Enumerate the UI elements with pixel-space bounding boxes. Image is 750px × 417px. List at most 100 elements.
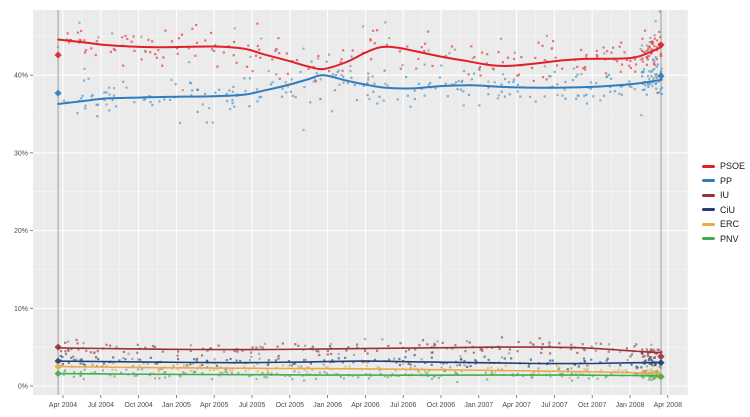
x-tick-label: Oct 2004 [124, 402, 153, 409]
poll-point-PSOE [602, 46, 605, 49]
poll-point-CiU [549, 359, 552, 362]
y-tick-label: 10% [14, 306, 28, 313]
x-tick-label: Oct 2007 [578, 402, 607, 409]
poll-point-ERC [600, 369, 603, 372]
poll-point-ERC [402, 363, 405, 366]
poll-point-PP [203, 92, 207, 95]
poll-point-PNV [120, 371, 123, 374]
poll-point-CiU [59, 354, 62, 358]
poll-point-PP [142, 98, 145, 101]
poll-point-PSOE [641, 57, 644, 60]
poll-point-PP [589, 81, 593, 84]
poll-point-IU [151, 345, 155, 348]
poll-point-PP [287, 85, 290, 88]
poll-point-ERC [287, 365, 290, 368]
election-result-diamond-IU [657, 352, 665, 361]
poll-point-IU [387, 344, 390, 348]
poll-point-PP [645, 93, 648, 96]
poll-point-PSOE [195, 41, 198, 44]
legend-swatch-CiU [702, 208, 715, 212]
poll-point-ERC [137, 368, 140, 371]
poll-point-PSOE [94, 53, 97, 57]
poll-point-IU [364, 349, 367, 353]
poll-point-ERC [252, 365, 256, 368]
x-tick-label: Apr 2006 [351, 402, 380, 409]
poll-point-PP [87, 77, 90, 80]
poll-point-IU [76, 342, 79, 345]
poll-point-PP [189, 82, 192, 85]
poll-point-PP [368, 98, 371, 101]
poll-point-ERC [394, 369, 397, 372]
poll-point-PP [440, 64, 443, 67]
poll-point-PNV [456, 380, 459, 384]
poll-point-CiU [146, 362, 149, 365]
poll-point-PP [285, 91, 288, 94]
poll-point-IU [115, 345, 118, 348]
poll-point-CiU [229, 357, 232, 360]
poll-point-IU [67, 349, 70, 352]
poll-point-PSOE [376, 29, 379, 32]
poll-point-PNV [154, 377, 157, 380]
poll-point-PP [91, 94, 94, 97]
poll-point-PNV [201, 372, 204, 375]
poll-point-PSOE [427, 30, 430, 33]
x-tick-label: Jan 2005 [162, 402, 191, 409]
poll-point-CiU [344, 356, 347, 359]
poll-point-PSOE [555, 64, 559, 67]
poll-point-PSOE [222, 51, 225, 54]
poll-point-CiU [154, 362, 157, 365]
poll-point-PNV [82, 378, 85, 381]
poll-point-PP [423, 94, 426, 97]
poll-point-PP [619, 85, 622, 88]
poll-point-PP [429, 81, 432, 85]
poll-point-PSOE [133, 49, 136, 52]
poll-point-IU [433, 342, 436, 345]
poll-point-ERC [326, 365, 329, 368]
poll-point-PNV [168, 375, 171, 378]
poll-point-ERC [650, 368, 653, 371]
poll-point-PP [413, 97, 416, 101]
poll-point-PP [163, 98, 166, 101]
poll-point-PSOE [584, 66, 587, 69]
poll-point-PSOE [659, 36, 662, 39]
poll-point-IU [109, 344, 112, 347]
poll-point-PP [613, 90, 616, 93]
poll-point-IU [105, 343, 108, 346]
poll-point-CiU [176, 358, 180, 361]
poll-point-CiU [102, 362, 106, 365]
x-tick-label: Apr 2004 [49, 402, 78, 409]
poll-point-PP [563, 88, 566, 91]
poll-point-PP [122, 80, 125, 83]
poll-point-CiU [605, 359, 608, 362]
poll-point-CiU [460, 358, 463, 361]
poll-point-CiU [648, 357, 651, 360]
poll-point-ERC [186, 365, 189, 368]
x-tick-label: Jan 2006 [313, 402, 342, 409]
poll-point-PSOE [653, 37, 656, 40]
poll-point-PSOE [254, 54, 258, 57]
poll-point-PSOE [68, 41, 71, 44]
poll-point-PSOE [651, 48, 654, 51]
poll-point-PP [331, 73, 335, 76]
poll-point-ERC [497, 367, 500, 370]
poll-point-CiU [322, 363, 325, 366]
poll-point-PSOE [595, 54, 599, 57]
poll-point-PP [444, 82, 447, 85]
poll-point-CiU [71, 356, 75, 359]
poll-point-PNV [136, 374, 139, 377]
poll-point-PSOE [501, 61, 504, 64]
poll-point-PP [334, 74, 338, 77]
poll-point-PSOE [114, 49, 117, 52]
poll-point-PSOE [162, 56, 165, 59]
poll-point-PP [653, 68, 656, 71]
poll-point-CiU [439, 362, 443, 365]
poll-point-PP [647, 70, 651, 73]
poll-point-PNV [653, 377, 656, 380]
poll-point-PP [396, 98, 399, 101]
poll-point-PNV [428, 369, 431, 372]
poll-point-PSOE [541, 44, 544, 47]
poll-point-PNV [263, 376, 266, 379]
poll-point-ERC [484, 371, 487, 374]
poll-point-PNV [386, 376, 389, 379]
poll-point-IU [599, 342, 602, 345]
